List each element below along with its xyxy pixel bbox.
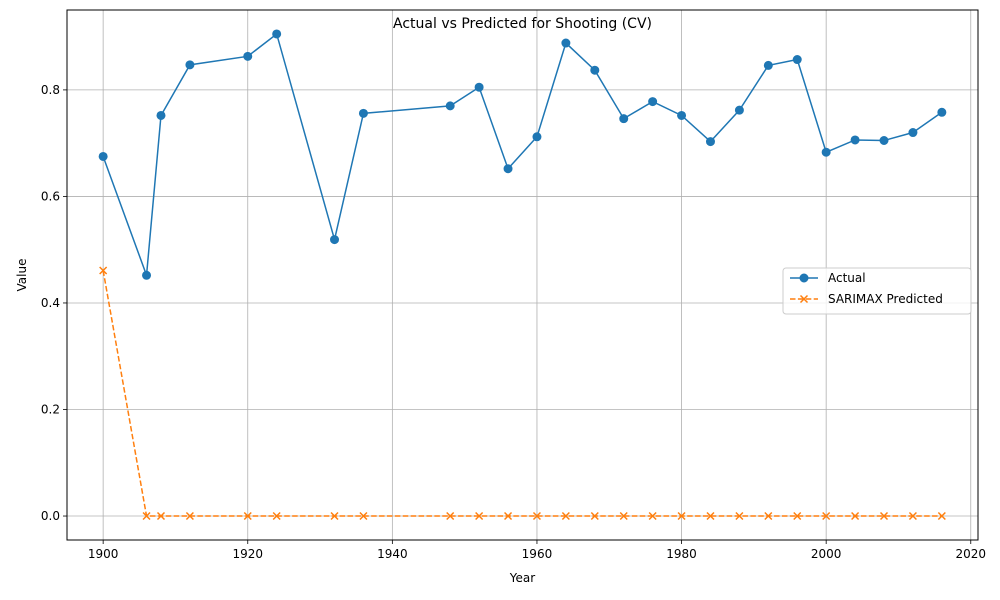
data-point [619,114,629,124]
data-point [850,135,860,145]
data-point [648,97,658,107]
data-point [879,136,889,146]
data-point [879,511,889,521]
data-point [822,511,831,521]
data-point [764,511,773,521]
y-tick-label: 0.8 [41,83,60,97]
plot-area-frame [66,9,979,541]
legend-label: Actual [828,271,866,285]
data-point [445,101,455,111]
data-point [98,151,108,161]
data-point [243,511,252,521]
data-point [590,511,599,521]
data-point [648,511,657,521]
data-point [185,511,194,521]
data-point [503,164,513,174]
data-point [908,128,918,138]
data-point [763,60,773,70]
series-line [102,32,943,276]
legend-swatch-marker [799,273,809,283]
data-point [156,110,166,120]
series-line [102,270,942,517]
data-point [561,511,570,521]
data-point [156,511,166,521]
data-point [272,29,282,39]
data-point [272,511,281,521]
legend-label: SARIMAX Predicted [828,292,943,306]
x-axis-label: Year [509,571,535,585]
data-point [792,55,802,65]
data-point [99,266,108,275]
data-point [590,65,600,75]
data-point [185,60,195,70]
data-point [330,235,340,245]
data-point [359,511,368,521]
data-point [330,511,339,521]
legend: Actual SARIMAX Predicted [782,267,972,315]
data-point [475,511,484,521]
y-tick-label: 0.2 [41,402,60,416]
data-point [243,51,253,61]
data-point [937,511,946,521]
series-sarimax-predicted [99,266,946,521]
x-tick-label: 1980 [666,547,697,561]
data-point [735,511,744,521]
legend-swatch-marker [799,294,809,304]
data-point [908,511,917,521]
data-point [705,137,715,147]
series-actual [98,29,947,280]
data-point [619,511,628,521]
x-tick-label: 2020 [955,547,986,561]
y-tick-label: 0.0 [41,509,60,523]
y-axis-label: Value [15,259,29,292]
data-point [677,511,686,521]
data-point [532,132,542,142]
data-point [793,511,802,521]
data-point [142,511,151,521]
x-tick-label: 2000 [811,547,842,561]
x-tick-label: 1960 [522,547,553,561]
data-point [142,270,152,280]
data-point [734,105,744,115]
x-tick-label: 1940 [377,547,408,561]
chart-title: Actual vs Predicted for Shooting (CV) [393,16,652,32]
x-tick-label: 1900 [88,547,119,561]
data-point [358,108,368,118]
data-point [532,511,541,521]
legend-box [782,267,972,315]
y-tick-label: 0.4 [41,296,60,310]
data-point [446,511,455,521]
data-point [474,82,484,92]
data-point [677,110,687,120]
data-point [504,511,513,521]
data-point [706,511,715,521]
axis-ticks: 1900 1920 1940 1960 1980 2000 2020 0.0 0.2 0.4 0.6… [41,83,986,561]
y-tick-label: 0.6 [41,189,60,203]
data-point [561,38,571,48]
data-point [821,147,831,157]
x-tick-label: 1920 [232,547,263,561]
data-point [937,107,947,117]
data-point [851,511,860,521]
series-layer [98,29,947,521]
